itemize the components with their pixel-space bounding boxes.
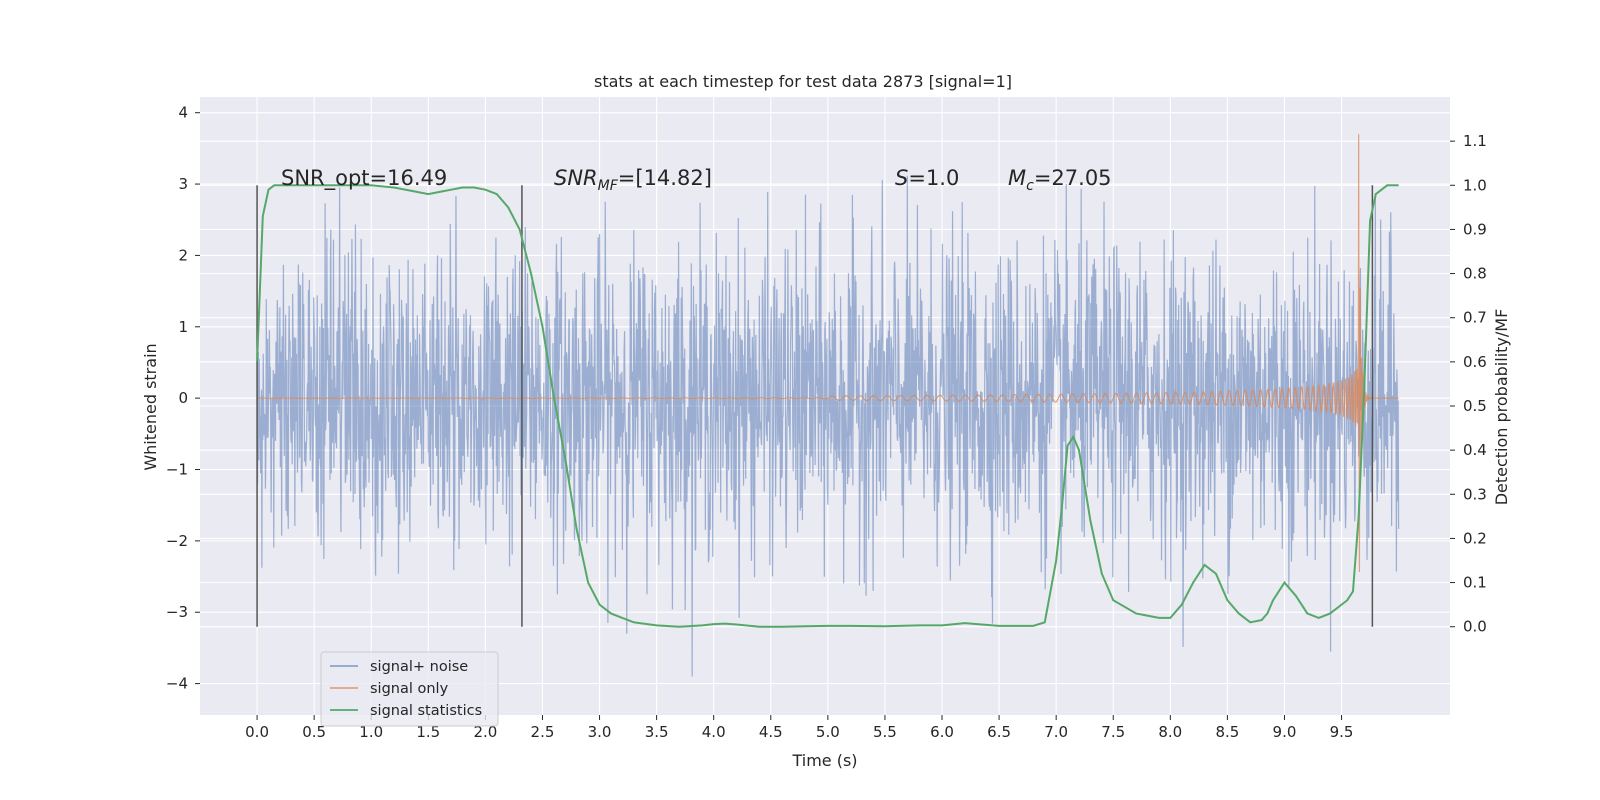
x-tick-label-14: 7.0 [1044, 723, 1068, 741]
y-right-tick-label-4: 0.4 [1463, 441, 1487, 459]
annotation-snr-mf: SNRMF=[14.82] [554, 166, 712, 194]
annotation-s: S=1.0 [895, 166, 959, 190]
y-tick-label-2: −2 [166, 532, 188, 550]
annotation-mc: Mc=27.05 [1008, 166, 1112, 194]
y-right-tick-label-5: 0.5 [1463, 397, 1487, 415]
legend-label-signal-noise: signal+ noise [370, 659, 468, 675]
y-right-tick-label-0: 0.0 [1463, 618, 1487, 636]
x-tick-label-16: 8.0 [1158, 723, 1182, 741]
x-tick-label-11: 5.5 [873, 723, 897, 741]
y-tick-label-5: 1 [178, 318, 188, 336]
legend-label-signal-statistics: signal statistics [370, 703, 482, 719]
marker-lines [256, 185, 1374, 627]
y-tick-label-8: 4 [178, 104, 188, 122]
x-tick-label-9: 4.5 [759, 723, 783, 741]
legend: signal+ noise signal only signal statist… [320, 651, 499, 727]
chart-title: stats at each timestep for test data 287… [594, 72, 1012, 91]
y-axis-label: Whitened strain [141, 343, 160, 470]
series-signal-only [257, 134, 1399, 572]
y-right-tick-label-1: 0.1 [1463, 574, 1487, 592]
x-tick-label-6: 3.0 [588, 723, 612, 741]
legend-box [320, 651, 499, 727]
x-tick-label-19: 9.5 [1330, 723, 1354, 741]
x-tick-label-5: 2.5 [531, 723, 555, 741]
x-tick-label-15: 7.5 [1101, 723, 1125, 741]
x-axis-label: Time (s) [791, 751, 857, 770]
y-tick-label-0: −4 [166, 675, 188, 693]
x-tick-label-17: 8.5 [1215, 723, 1239, 741]
y-axis-right-ticks: 0.0 0.1 0.2 0.3 0.4 0.5 0.6 0.7 0.8 0.9 1.0 1.1 [1450, 132, 1487, 636]
x-tick-label-18: 9.0 [1273, 723, 1297, 741]
y-right-tick-label-3: 0.3 [1463, 485, 1487, 503]
series-signal-statistics [256, 184, 1399, 628]
signal-noise-line [256, 175, 1400, 677]
y-right-tick-label-2: 0.2 [1463, 529, 1487, 547]
y-right-tick-label-8: 0.8 [1463, 265, 1487, 283]
y-right-tick-label-11: 1.1 [1463, 132, 1487, 150]
x-tick-label-0: 0.0 [245, 723, 269, 741]
y-tick-label-6: 2 [178, 246, 188, 264]
y-tick-label-4: 0 [178, 389, 188, 407]
signal-only-line [257, 134, 1399, 572]
x-tick-label-8: 4.0 [702, 723, 726, 741]
x-tick-label-7: 3.5 [645, 723, 669, 741]
series-signal-noise [256, 175, 1400, 677]
y-right-tick-label-7: 0.7 [1463, 309, 1487, 327]
x-axis-ticks: 0.0 0.5 1.0 1.5 2.0 2.5 3.0 3.5 4.0 4.5 5.0 5.5 6.0 6… [245, 715, 1353, 741]
y-right-tick-label-9: 0.9 [1463, 220, 1487, 238]
y-tick-label-7: 3 [178, 175, 188, 193]
x-tick-label-3: 1.5 [416, 723, 440, 741]
x-tick-label-2: 1.0 [359, 723, 383, 741]
y-tick-label-3: −1 [166, 461, 188, 479]
legend-label-signal-only: signal only [370, 681, 449, 697]
annotation-snr-opt: SNR_opt=16.49 [281, 166, 447, 191]
y-axis-right-label: Detection probability/MF [1492, 309, 1511, 506]
y-right-tick-label-6: 0.6 [1463, 353, 1487, 371]
y-right-tick-label-10: 1.0 [1463, 176, 1487, 194]
x-tick-label-4: 2.0 [473, 723, 497, 741]
x-tick-label-13: 6.5 [987, 723, 1011, 741]
x-tick-label-12: 6.0 [930, 723, 954, 741]
signal-statistics-line [256, 184, 1399, 628]
y-axis-ticks: −4 −3 −2 −1 0 1 2 3 4 [166, 104, 200, 693]
x-tick-label-1: 0.5 [302, 723, 326, 741]
x-tick-label-10: 5.0 [816, 723, 840, 741]
y-tick-label-1: −3 [166, 603, 188, 621]
